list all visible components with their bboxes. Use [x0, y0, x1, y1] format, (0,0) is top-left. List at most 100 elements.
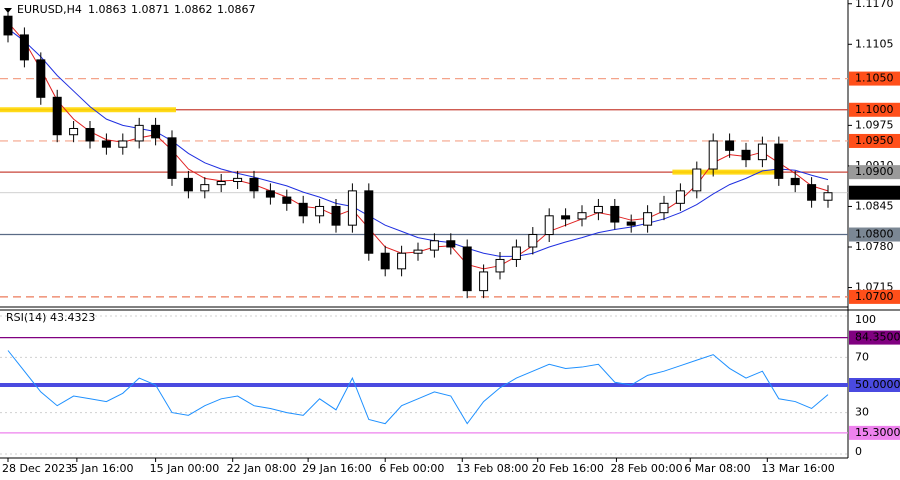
candle-body — [675, 190, 685, 204]
x-tick-label: 13 Feb 08:00 — [456, 462, 528, 475]
candle-body — [85, 127, 95, 142]
candle-body — [183, 177, 193, 192]
rsi-level-label-bg — [849, 378, 900, 392]
level-label: 1.1000 — [855, 103, 894, 116]
level-label: 1.0900 — [855, 165, 894, 178]
candle-body — [807, 184, 817, 201]
candle-body — [561, 215, 571, 220]
x-tick-label: 6 Feb 00:00 — [379, 462, 444, 475]
candle-body — [757, 143, 767, 161]
quote-value: 1.0862 — [174, 3, 213, 16]
rsi-tick-label: 0 — [855, 445, 862, 458]
candle-body — [298, 202, 308, 217]
level-label-bg — [849, 102, 900, 117]
candle-body — [708, 140, 718, 170]
rsi-level-label: 84.3500 — [855, 331, 900, 344]
candle-body — [610, 205, 620, 223]
candle-body — [167, 137, 177, 179]
rsi-tick-label: 100 — [855, 313, 876, 326]
quote-value: 1.0867 — [217, 3, 256, 16]
quote-value: 1.0863 — [88, 3, 127, 16]
rsi-level-label: 15.3000 — [855, 426, 900, 439]
candle-body — [429, 240, 439, 251]
candle-body — [69, 127, 79, 136]
candle-body — [364, 190, 374, 254]
y-tick-label: 1.0975 — [855, 118, 894, 131]
level-label-bg — [849, 133, 900, 148]
candle-body — [741, 149, 751, 161]
x-tick-label: 20 Feb 16:00 — [532, 462, 604, 475]
rsi-level-label: 50.0000 — [855, 378, 900, 391]
rsi-line — [7, 350, 829, 425]
candle-body — [216, 181, 226, 186]
level-label-bg — [849, 165, 900, 180]
candle-body — [790, 177, 800, 186]
candle-body — [380, 252, 390, 270]
candle-body — [511, 246, 521, 260]
rsi-title: RSI(14) 43.4323 — [6, 311, 95, 324]
x-tick-label: 6 Mar 08:00 — [684, 462, 750, 475]
candle-body — [397, 252, 407, 270]
candle-body — [347, 190, 357, 226]
x-tick-label: 5 Jan 16:00 — [71, 462, 134, 475]
candle-body — [692, 168, 702, 192]
x-tick-label: 15 Jan 00:00 — [150, 462, 220, 475]
rsi-level-label-bg — [849, 330, 900, 345]
candle-body — [151, 124, 161, 139]
level-label-bg — [849, 289, 900, 304]
candle-body — [282, 196, 292, 204]
candle-body — [446, 240, 456, 248]
level-label: 1.1050 — [855, 72, 894, 85]
symbol: EURUSD,H4 — [17, 3, 82, 16]
candle-body — [265, 190, 275, 198]
candle-body — [479, 271, 489, 292]
quote-value: 1.0871 — [131, 3, 170, 16]
candle-body — [315, 205, 325, 217]
rsi-tick-label: 30 — [855, 406, 869, 419]
x-tick-label: 29 Jan 16:00 — [302, 462, 372, 475]
y-tick-label: 1.0845 — [855, 199, 894, 212]
level-label: 1.0700 — [855, 290, 894, 303]
candle-body — [134, 124, 144, 142]
candle-body — [413, 249, 423, 254]
candle-body — [659, 202, 669, 214]
candle-body — [36, 59, 46, 98]
x-tick-label: 28 Dec 2023 — [2, 462, 72, 475]
y-tick-label: 1.0780 — [855, 240, 894, 253]
candle-body — [593, 205, 603, 214]
level-label-bg — [849, 227, 900, 242]
candle-body — [462, 246, 472, 292]
candle-body — [823, 192, 833, 201]
x-tick-label: 22 Jan 08:00 — [227, 462, 297, 475]
candle-body — [495, 258, 505, 273]
level-label-bg — [849, 71, 900, 86]
candle-body — [233, 177, 243, 183]
candle-body — [626, 221, 636, 226]
candle-body — [101, 140, 111, 148]
level-label: 1.0800 — [855, 228, 894, 241]
y-tick-label: 1.1170 — [855, 0, 894, 10]
rsi-level-label-bg — [849, 425, 900, 440]
x-tick-label: 28 Feb 00:00 — [610, 462, 682, 475]
current-price-bg — [849, 185, 900, 200]
candle-body — [774, 143, 784, 179]
candle-body — [19, 34, 29, 61]
candle-body — [643, 212, 653, 226]
candle-body — [577, 212, 587, 220]
candle-body — [3, 15, 13, 36]
y-tick-label: 1.1105 — [855, 37, 894, 50]
x-tick-label: 13 Mar 16:00 — [761, 462, 834, 475]
candle-body — [118, 140, 128, 148]
level-label: 1.0950 — [855, 134, 894, 147]
moving-average — [7, 28, 829, 257]
candle-body — [200, 184, 210, 192]
candle-body — [725, 140, 735, 151]
current-price-label: 1.0867 — [855, 186, 894, 199]
candle-body — [331, 205, 341, 226]
candle-body — [249, 177, 259, 192]
candle-body — [544, 215, 554, 236]
candle-body — [52, 96, 62, 136]
candle-body — [528, 234, 538, 248]
